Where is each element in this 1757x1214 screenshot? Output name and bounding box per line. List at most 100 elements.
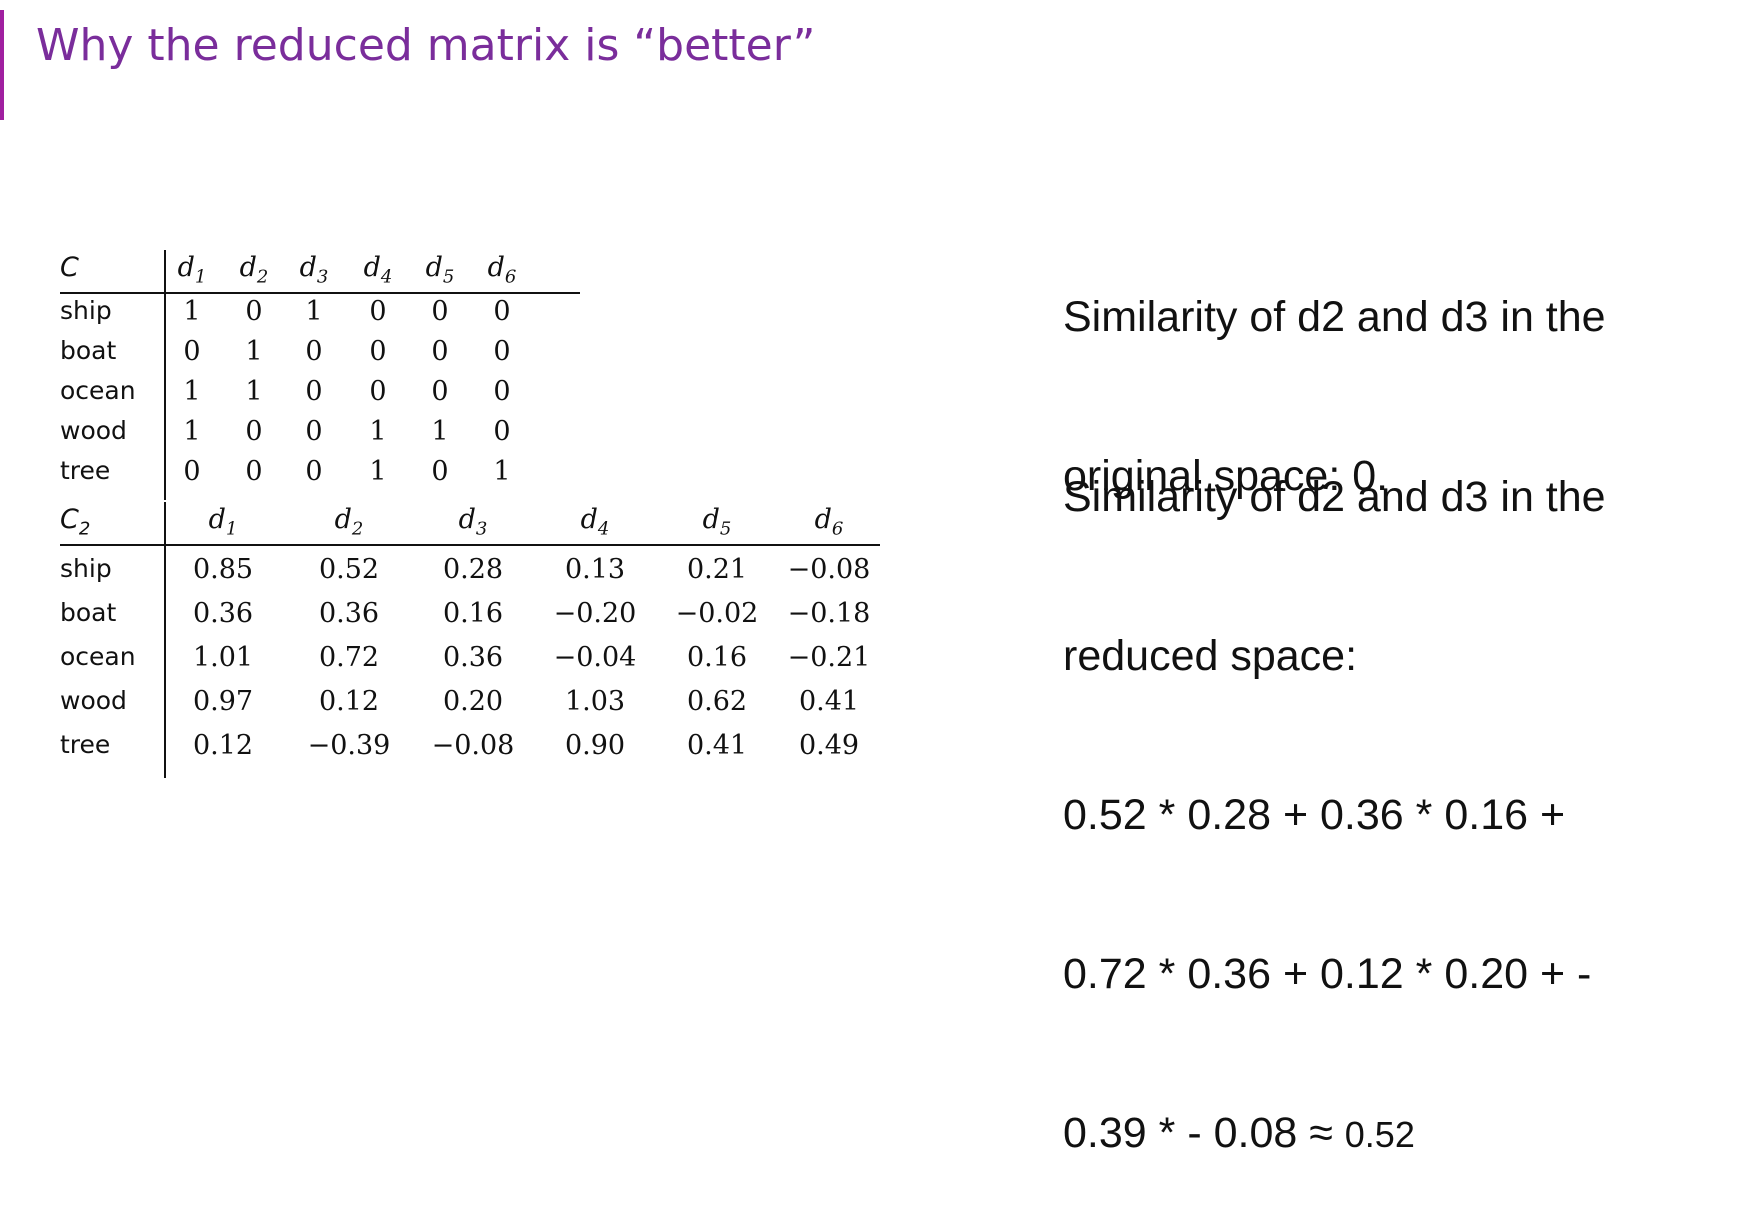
matrix_c-row-label: ship	[60, 296, 112, 325]
title-accent-bar	[0, 10, 4, 120]
matrix_c-col-header-letter: d	[299, 252, 317, 283]
matrix_c2-cell: 0.41	[686, 730, 748, 761]
matrix_c2-cell: 1.01	[192, 642, 254, 673]
matrix_c-cell: 0	[431, 456, 449, 487]
matrix_c2-row-label: ocean	[60, 642, 136, 671]
matrix_c2-cell: 0.36	[318, 598, 380, 629]
matrix_c-cell: 0	[305, 336, 323, 367]
matrix_c2-cell: 0.36	[442, 642, 504, 673]
matrix_c-cell: 0	[183, 456, 201, 487]
matrix_c2-cell: −0.04	[553, 642, 637, 673]
matrix_c2-cell: 0.21	[686, 554, 748, 585]
matrix_c2-cell: 0.36	[192, 598, 254, 629]
matrix_c2-col-header-letter: d	[334, 504, 352, 535]
matrix_c-col-header-letter: d	[425, 252, 443, 283]
matrix_c-cell: 0	[493, 376, 511, 407]
matrix_c2-cell: −0.08	[431, 730, 515, 761]
matrix-c-header-divider	[60, 292, 580, 294]
matrix_c-cell: 0	[183, 336, 201, 367]
note-calc-result: 0.52	[1344, 1114, 1415, 1155]
matrix_c-row-label: ocean	[60, 376, 136, 405]
note-calc-line-1: 0.52 * 0.28 + 0.36 * 0.16 +	[1063, 791, 1566, 839]
matrix_c-col-header-index: 3	[316, 266, 329, 288]
matrix_c2-col-header: d6	[784, 504, 874, 539]
matrix_c-cell: 0	[493, 296, 511, 327]
matrix_c2-col-header: d4	[550, 504, 640, 539]
matrix_c2-cell: 0.12	[192, 730, 254, 761]
matrix_c2-cell: −0.20	[553, 598, 637, 629]
matrix_c2-col-header-letter: d	[702, 504, 720, 535]
matrix_c2-row-label: ship	[60, 554, 112, 583]
matrix_c2-cell: 1.03	[564, 686, 626, 717]
matrix_c2-cell: 0.13	[564, 554, 626, 585]
matrix_c-col-header-index: 5	[442, 266, 455, 288]
matrix_c2-cell: −0.08	[787, 554, 871, 585]
note-original-line-2: original space: 0.	[1063, 452, 1389, 500]
matrix_c-col-header-letter: d	[363, 252, 381, 283]
matrix_c-cell: 0	[245, 296, 263, 327]
matrix_c-cell: 1	[493, 456, 511, 487]
similarity-original-note: Similarity of d2 and d3 in the original …	[1063, 185, 1606, 556]
matrix_c-col-header: d6	[474, 252, 530, 287]
note-reduced-line-2: reduced space:	[1063, 632, 1358, 680]
matrix_c-cell: 1	[183, 416, 201, 447]
matrix_c2-col-header-letter: d	[580, 504, 598, 535]
matrix_c-row-label: wood	[60, 416, 127, 445]
matrix_c-col-header: d3	[286, 252, 342, 287]
matrix_c2-col-header-letter: d	[814, 504, 832, 535]
matrix_c-cell: 1	[183, 296, 201, 327]
matrix_c2-cell: 0.12	[318, 686, 380, 717]
matrix_c-cell: 0	[431, 336, 449, 367]
matrix-c2-header-divider	[60, 544, 880, 546]
matrix_c2-col-header: d1	[178, 504, 268, 539]
matrix_c2-col-header-index: 3	[475, 518, 488, 540]
matrix-c2-name: C2	[60, 504, 90, 539]
matrix_c-row-label: boat	[60, 336, 117, 365]
matrix_c2-cell: −0.21	[787, 642, 871, 673]
matrix-c-row-divider	[164, 250, 166, 500]
matrix_c2-col-header-index: 5	[719, 518, 732, 540]
matrix_c2-col-header-index: 1	[225, 518, 238, 540]
slide-title: Why the reduced matrix is “better”	[36, 20, 816, 71]
matrix_c2-row-label: boat	[60, 598, 117, 627]
matrix_c2-col-header-letter: d	[208, 504, 226, 535]
matrix_c-cell: 0	[431, 376, 449, 407]
matrix_c-col-header-index: 1	[194, 266, 207, 288]
matrix_c-col-header-index: 2	[256, 266, 269, 288]
matrix_c-cell: 0	[305, 416, 323, 447]
matrix_c2-cell: 0.90	[564, 730, 626, 761]
matrix_c2-cell: 0.20	[442, 686, 504, 717]
matrix_c-cell: 0	[305, 376, 323, 407]
matrix_c-cell: 0	[493, 336, 511, 367]
matrix-c-name: C	[60, 252, 79, 283]
matrix_c-cell: 0	[245, 456, 263, 487]
matrix_c-col-header: d5	[412, 252, 468, 287]
matrix_c-col-header: d4	[350, 252, 406, 287]
matrix_c-row-label: tree	[60, 456, 111, 485]
matrix-c2-name-main: C	[60, 504, 79, 535]
matrix_c-col-header-index: 6	[504, 266, 517, 288]
matrix_c2-row-label: wood	[60, 686, 127, 715]
matrix_c-col-header: d2	[226, 252, 282, 287]
matrix_c2-cell: 0.28	[442, 554, 504, 585]
matrix_c2-col-header-index: 4	[597, 518, 610, 540]
matrix-c-table: C d1 d2 d3 d4 d5 d6 ship 1 0 1 0 0 0 boat 0 1 0 0 0 0 ocean…	[60, 250, 580, 502]
note-reduced-line-1: Similarity of d2 and d3 in the	[1063, 473, 1606, 521]
matrix_c2-row-label: tree	[60, 730, 111, 759]
matrix_c2-col-header: d5	[672, 504, 762, 539]
matrix_c2-cell: 0.72	[318, 642, 380, 673]
note-calc-line-3: 0.39 * - 0.08 ≈ 0.52	[1063, 1107, 1606, 1161]
matrix_c-cell: 0	[245, 416, 263, 447]
matrix_c2-cell: −0.02	[675, 598, 759, 629]
matrix_c2-cell: 0.41	[798, 686, 860, 717]
matrix_c2-cell: 0.16	[686, 642, 748, 673]
matrix_c-col-header-index: 4	[380, 266, 393, 288]
matrix_c-cell: 0	[369, 296, 387, 327]
note-calc-line-3-text: 0.39 * - 0.08 ≈	[1063, 1109, 1345, 1157]
matrix_c-col-header-letter: d	[177, 252, 195, 283]
matrix_c2-cell: 0.62	[686, 686, 748, 717]
similarity-reduced-note: Similarity of d2 and d3 in the reduced s…	[1063, 365, 1606, 1214]
matrix_c2-col-header: d3	[428, 504, 518, 539]
matrix_c-col-header-letter: d	[239, 252, 257, 283]
note-original-line-1: Similarity of d2 and d3 in the	[1063, 293, 1606, 341]
